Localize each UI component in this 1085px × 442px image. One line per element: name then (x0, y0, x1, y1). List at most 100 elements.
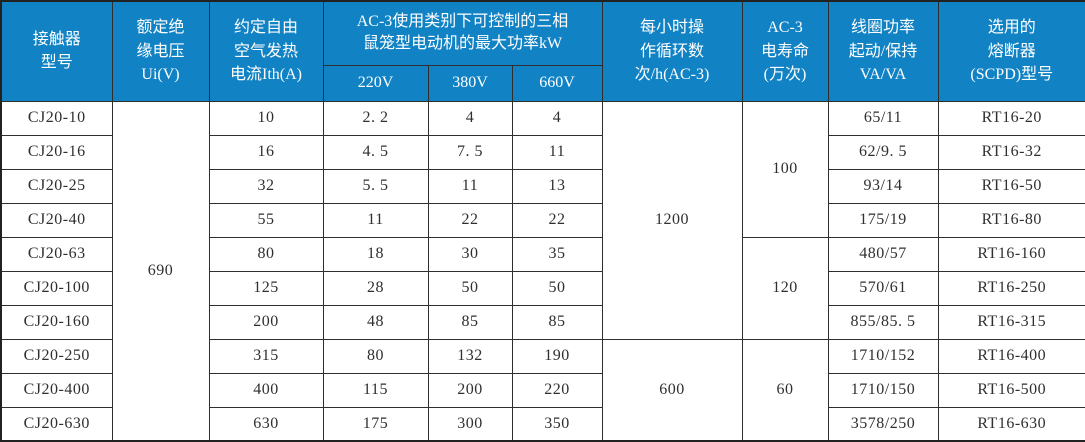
header-model: 接触器 型号 (0, 0, 113, 102)
cell-p380: 132 (427, 338, 513, 374)
header-electrical-life: AC-3 电寿命 (万次) (741, 0, 829, 102)
table-row: CJ20-63 80 18 30 35 120 480/57 RT16-160 (0, 236, 1085, 340)
cell-p660: 350 (511, 406, 603, 442)
cell-p660: 13 (511, 168, 603, 204)
cell-p380: 4 (427, 100, 513, 136)
header-line: AC-3 (767, 19, 803, 37)
cell-p380: 50 (427, 270, 513, 306)
table-row: CJ20-100 125 28 50 50 570/61 RT16-250 (0, 270, 1085, 306)
cell-insulation-voltage: 690 (111, 100, 210, 442)
cell-coil: 65/11 (827, 100, 939, 136)
table-row: CJ20-40 55 11 22 22 175/19 RT16-80 (0, 202, 1085, 238)
cell-p220: 5. 5 (322, 168, 429, 204)
cell-ith: 200 (208, 304, 324, 340)
cell-p220: 175 (322, 406, 429, 442)
cell-p380: 85 (427, 304, 513, 340)
cell-p660: 220 (511, 372, 603, 408)
header-line: 鼠笼型电动机的最大功率kW (362, 35, 563, 53)
header-line: 约定自由 (233, 19, 298, 37)
cell-p660: 35 (511, 236, 603, 272)
cell-coil: 855/85. 5 (827, 304, 939, 340)
table-row: CJ20-10 690 10 2. 2 4 4 1200 100 65/11 R… (0, 100, 1085, 442)
cell-p380: 11 (427, 168, 513, 204)
header-line: 接触器 (32, 31, 81, 49)
header-thermal-current: 约定自由 空气发热 电流Ith(A) (208, 0, 324, 102)
cell-ith: 10 (208, 100, 324, 136)
cell-model: CJ20-630 (0, 406, 113, 442)
cell-p380: 200 (427, 372, 513, 408)
cell-p660: 190 (511, 338, 603, 374)
cell-life: 100 (741, 100, 829, 238)
cell-p220: 28 (322, 270, 429, 306)
header-line: (万次) (763, 65, 807, 83)
cell-p220: 4. 5 (322, 134, 429, 170)
header-cycles-per-hour: 每小时操 作循环数 次/h(AC-3) (601, 0, 743, 102)
cell-ith: 80 (208, 236, 324, 272)
cell-life: 60 (741, 338, 829, 442)
cell-p380: 22 (427, 202, 513, 238)
cell-coil: 93/14 (827, 168, 939, 204)
cell-ith: 16 (208, 134, 324, 170)
cell-p660: 22 (511, 202, 603, 238)
cell-model: CJ20-400 (0, 372, 113, 408)
cell-fuse: RT16-32 (937, 134, 1085, 170)
table-row: CJ20-160 200 48 85 85 855/85. 5 RT16-315 (0, 304, 1085, 340)
cell-coil: 570/61 (827, 270, 939, 306)
header-insulation-voltage: 额定绝 缘电压 Ui(V) (111, 0, 210, 102)
cell-coil: 175/19 (827, 202, 939, 238)
cell-model: CJ20-250 (0, 338, 113, 374)
cell-p220: 2. 2 (322, 100, 429, 136)
cell-life: 120 (741, 236, 829, 340)
cell-p660: 50 (511, 270, 603, 306)
header-220v: 220V (322, 64, 429, 102)
cell-p660: 4 (511, 100, 603, 136)
cell-fuse: RT16-50 (937, 168, 1085, 204)
header-line: (SCPD)型号 (970, 65, 1054, 83)
cell-p220: 18 (322, 236, 429, 272)
cell-fuse: RT16-630 (937, 406, 1085, 442)
table-row: CJ20-16 16 4. 5 7. 5 11 62/9. 5 RT16-32 (0, 134, 1085, 170)
cell-p220: 48 (322, 304, 429, 340)
header-line: 作循环数 (639, 42, 704, 60)
header-line: 型号 (40, 54, 73, 72)
cell-cycles: 1200 (601, 100, 743, 340)
cell-ith: 315 (208, 338, 324, 374)
cell-fuse: RT16-20 (937, 100, 1085, 136)
header-line: Ui(V) (141, 65, 180, 83)
header-line: 额定绝 (136, 19, 185, 37)
cell-p220: 11 (322, 202, 429, 238)
cell-model: CJ20-160 (0, 304, 113, 340)
cell-p380: 30 (427, 236, 513, 272)
header-fuse-type: 选用的 熔断器 (SCPD)型号 (937, 0, 1085, 102)
cell-model: CJ20-40 (0, 202, 113, 238)
table-row: CJ20-400 400 115 200 220 1710/150 RT16-5… (0, 372, 1085, 408)
header-380v: 380V (427, 64, 513, 102)
cell-ith: 125 (208, 270, 324, 306)
cell-coil: 1710/150 (827, 372, 939, 408)
cell-model: CJ20-10 (0, 100, 113, 136)
table-row: CJ20-630 630 175 300 350 3578/250 RT16-6… (0, 406, 1085, 442)
cell-fuse: RT16-160 (937, 236, 1085, 272)
header-ac3-max-power-group: AC-3使用类别下可控制的三相 鼠笼型电动机的最大功率kW (322, 0, 603, 66)
cell-p380: 300 (427, 406, 513, 442)
cell-cycles: 600 (601, 338, 743, 442)
header-line: 缘电压 (136, 42, 185, 60)
cell-p220: 115 (322, 372, 429, 408)
cell-fuse: RT16-400 (937, 338, 1085, 374)
cell-coil: 3578/250 (827, 406, 939, 442)
cell-ith: 630 (208, 406, 324, 442)
cell-coil: 1710/152 (827, 338, 939, 374)
cell-fuse: RT16-315 (937, 304, 1085, 340)
header-line: 电流Ith(A) (230, 65, 302, 83)
cell-ith: 400 (208, 372, 324, 408)
cell-ith: 32 (208, 168, 324, 204)
cell-p380: 7. 5 (427, 134, 513, 170)
cell-model: CJ20-100 (0, 270, 113, 306)
cell-p220: 80 (322, 338, 429, 374)
header-line: 空气发热 (233, 42, 298, 60)
header-line: 每小时操 (639, 19, 704, 37)
cell-fuse: RT16-80 (937, 202, 1085, 238)
table-row: CJ20-250 315 80 132 190 600 60 1710/152 … (0, 338, 1085, 442)
cell-p660: 85 (511, 304, 603, 340)
